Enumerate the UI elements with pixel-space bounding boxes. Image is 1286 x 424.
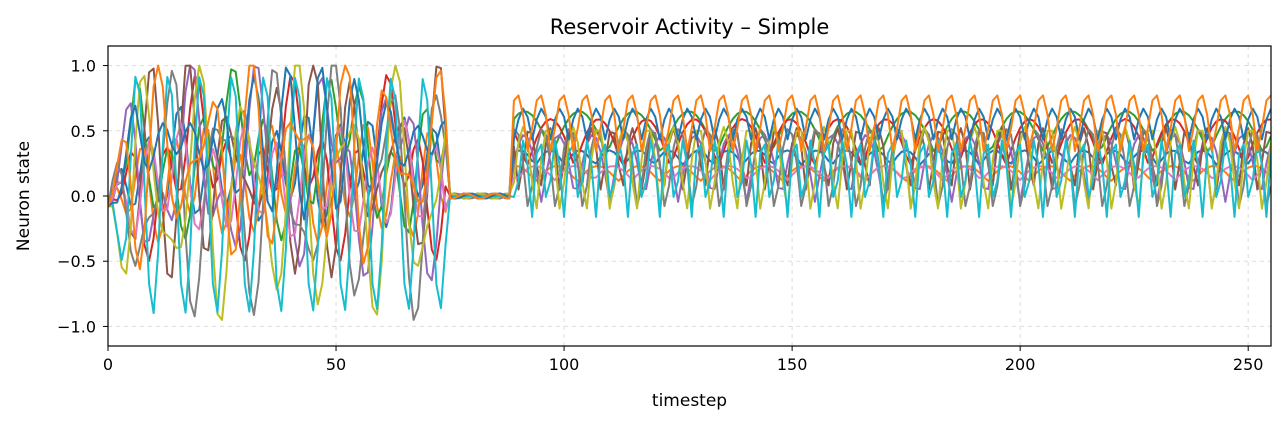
- y-tick-label: −1.0: [57, 317, 96, 336]
- x-tick-label: 250: [1233, 355, 1264, 374]
- y-tick-label: 1.0: [71, 57, 96, 76]
- x-tick-label: 0: [103, 355, 113, 374]
- y-tick-label: −0.5: [57, 252, 96, 271]
- neuron-series-line: [108, 119, 1271, 238]
- neuron-series-line: [108, 64, 1271, 271]
- x-tick-label: 200: [1005, 355, 1036, 374]
- x-tick-label: 100: [549, 355, 580, 374]
- x-axis-label: timestep: [652, 391, 727, 411]
- y-tick-label: 0.5: [71, 122, 96, 141]
- y-axis-label: Neuron state: [14, 141, 34, 251]
- chart-title: Reservoir Activity – Simple: [550, 15, 830, 39]
- x-tick-label: 150: [777, 355, 808, 374]
- series-lines: [108, 64, 1271, 321]
- x-tick-label: 50: [326, 355, 346, 374]
- neuron-series-line: [108, 66, 1271, 221]
- neuron-series-line: [108, 75, 1271, 315]
- x-axis-ticks: 0 50 100 150 200 250: [103, 346, 1264, 374]
- y-axis-ticks: −1.0 −0.5 0.0 0.5 1.0: [57, 57, 108, 336]
- y-tick-label: 0.0: [71, 187, 96, 206]
